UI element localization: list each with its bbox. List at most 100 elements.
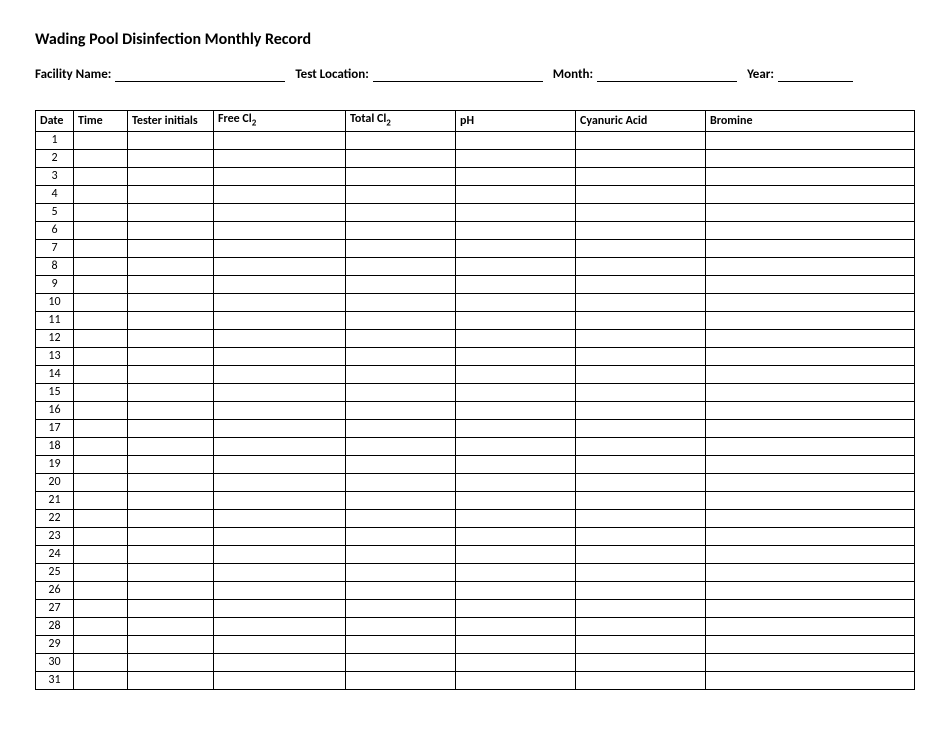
data-cell[interactable] (706, 330, 915, 348)
data-cell[interactable] (74, 654, 128, 672)
data-cell[interactable] (128, 348, 214, 366)
data-cell[interactable] (346, 312, 456, 330)
data-cell[interactable] (128, 492, 214, 510)
data-cell[interactable] (74, 672, 128, 690)
data-cell[interactable] (128, 312, 214, 330)
data-cell[interactable] (706, 222, 915, 240)
data-cell[interactable] (346, 330, 456, 348)
data-cell[interactable] (74, 276, 128, 294)
data-cell[interactable] (214, 420, 346, 438)
data-cell[interactable] (706, 348, 915, 366)
data-cell[interactable] (706, 564, 915, 582)
data-cell[interactable] (214, 600, 346, 618)
data-cell[interactable] (128, 366, 214, 384)
data-cell[interactable] (214, 474, 346, 492)
data-cell[interactable] (456, 330, 576, 348)
data-cell[interactable] (74, 636, 128, 654)
data-cell[interactable] (128, 420, 214, 438)
data-cell[interactable] (706, 294, 915, 312)
data-cell[interactable] (128, 276, 214, 294)
data-cell[interactable] (576, 330, 706, 348)
data-cell[interactable] (576, 402, 706, 420)
data-cell[interactable] (74, 474, 128, 492)
data-cell[interactable] (346, 672, 456, 690)
data-cell[interactable] (456, 618, 576, 636)
data-cell[interactable] (346, 420, 456, 438)
data-cell[interactable] (74, 312, 128, 330)
data-cell[interactable] (456, 294, 576, 312)
data-cell[interactable] (346, 582, 456, 600)
data-cell[interactable] (706, 150, 915, 168)
data-cell[interactable] (128, 672, 214, 690)
data-cell[interactable] (214, 582, 346, 600)
data-cell[interactable] (128, 132, 214, 150)
data-cell[interactable] (214, 294, 346, 312)
data-cell[interactable] (74, 294, 128, 312)
data-cell[interactable] (74, 546, 128, 564)
data-cell[interactable] (706, 312, 915, 330)
data-cell[interactable] (576, 654, 706, 672)
data-cell[interactable] (456, 168, 576, 186)
data-cell[interactable] (576, 222, 706, 240)
data-cell[interactable] (74, 204, 128, 222)
data-cell[interactable] (576, 168, 706, 186)
data-cell[interactable] (706, 258, 915, 276)
data-cell[interactable] (128, 564, 214, 582)
data-cell[interactable] (128, 618, 214, 636)
data-cell[interactable] (128, 222, 214, 240)
data-cell[interactable] (346, 348, 456, 366)
data-cell[interactable] (456, 546, 576, 564)
data-cell[interactable] (346, 402, 456, 420)
data-cell[interactable] (346, 474, 456, 492)
data-cell[interactable] (74, 150, 128, 168)
data-cell[interactable] (576, 474, 706, 492)
data-cell[interactable] (706, 132, 915, 150)
data-cell[interactable] (346, 564, 456, 582)
data-cell[interactable] (346, 294, 456, 312)
data-cell[interactable] (214, 438, 346, 456)
data-cell[interactable] (706, 510, 915, 528)
data-cell[interactable] (346, 618, 456, 636)
data-cell[interactable] (214, 132, 346, 150)
data-cell[interactable] (346, 132, 456, 150)
data-cell[interactable] (214, 258, 346, 276)
data-cell[interactable] (74, 582, 128, 600)
data-cell[interactable] (74, 492, 128, 510)
data-cell[interactable] (74, 600, 128, 618)
data-cell[interactable] (456, 240, 576, 258)
data-cell[interactable] (576, 204, 706, 222)
data-cell[interactable] (128, 546, 214, 564)
data-cell[interactable] (346, 456, 456, 474)
data-cell[interactable] (576, 528, 706, 546)
data-cell[interactable] (74, 330, 128, 348)
data-cell[interactable] (576, 672, 706, 690)
data-cell[interactable] (214, 672, 346, 690)
data-cell[interactable] (346, 186, 456, 204)
data-cell[interactable] (128, 600, 214, 618)
data-cell[interactable] (74, 564, 128, 582)
data-cell[interactable] (346, 366, 456, 384)
data-cell[interactable] (128, 330, 214, 348)
data-cell[interactable] (214, 150, 346, 168)
data-cell[interactable] (706, 438, 915, 456)
data-cell[interactable] (214, 456, 346, 474)
data-cell[interactable] (456, 672, 576, 690)
data-cell[interactable] (74, 384, 128, 402)
data-cell[interactable] (576, 132, 706, 150)
data-cell[interactable] (576, 150, 706, 168)
data-cell[interactable] (456, 384, 576, 402)
facility-input-line[interactable] (115, 68, 285, 82)
data-cell[interactable] (706, 492, 915, 510)
data-cell[interactable] (214, 168, 346, 186)
data-cell[interactable] (706, 420, 915, 438)
data-cell[interactable] (456, 348, 576, 366)
data-cell[interactable] (214, 618, 346, 636)
data-cell[interactable] (128, 402, 214, 420)
data-cell[interactable] (346, 654, 456, 672)
data-cell[interactable] (706, 366, 915, 384)
data-cell[interactable] (706, 204, 915, 222)
data-cell[interactable] (346, 240, 456, 258)
data-cell[interactable] (74, 186, 128, 204)
location-input-line[interactable] (373, 68, 543, 82)
data-cell[interactable] (576, 348, 706, 366)
